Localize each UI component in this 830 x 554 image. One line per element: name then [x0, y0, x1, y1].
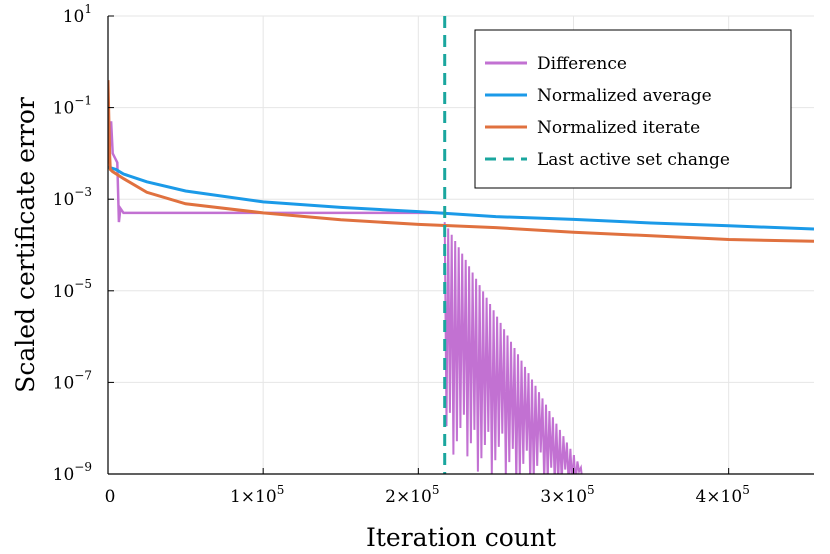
- y-tick-label: 101: [63, 2, 92, 27]
- y-tick-label: 10−7: [53, 368, 92, 393]
- legend-box: [474, 29, 792, 189]
- x-tick-label: 0: [105, 487, 116, 507]
- x-tick-label: 1×105: [230, 483, 284, 507]
- legend-label: Last active set change: [537, 150, 730, 170]
- series-normalized-iterate: [108, 80, 814, 243]
- series-group: [108, 16, 814, 474]
- x-tick-label: 4×105: [695, 483, 749, 507]
- x-axis-title: Iteration count: [366, 523, 556, 552]
- y-tick-label: 10−9: [53, 460, 92, 485]
- y-tick-labels: 101 10−1 10−3 10−5 10−7 10−9: [53, 2, 92, 485]
- legend-label: Normalized average: [537, 86, 712, 106]
- legend-label: Difference: [537, 54, 627, 74]
- axes: [107, 15, 814, 475]
- y-axis-title: Scaled certificate error: [11, 97, 40, 393]
- legend-label: Normalized iterate: [537, 118, 700, 138]
- y-tick-label: 10−5: [53, 277, 92, 302]
- x-tick-label: 3×105: [540, 483, 594, 507]
- x-tick-label: 2×105: [385, 483, 439, 507]
- y-tick-label: 10−1: [53, 94, 92, 119]
- series-normalized-average: [108, 165, 814, 231]
- series-difference-oscillation: [443, 222, 585, 474]
- legend: Difference Normalized average Normalized i…: [474, 29, 792, 189]
- y-tick-label: 10−3: [53, 185, 92, 210]
- x-tick-labels: 0 1×105 2×105 3×105 4×105: [105, 483, 750, 507]
